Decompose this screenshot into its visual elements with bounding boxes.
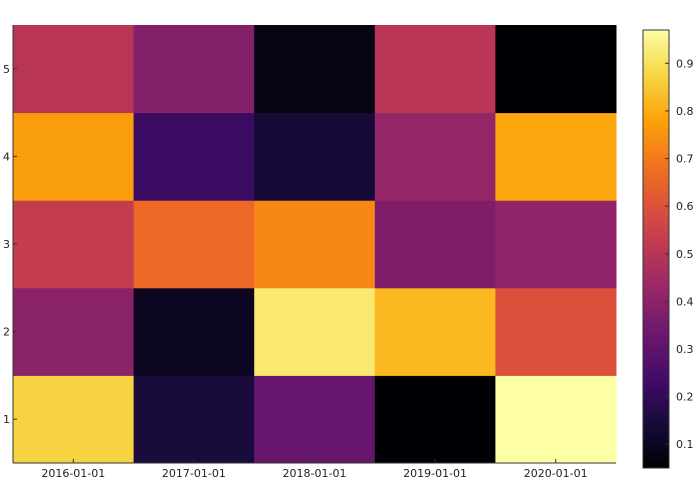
colorbar: 0.1 0.2 0.3 0.4 0.5 0.6 0.7 0.8 0.9 bbox=[642, 29, 694, 469]
x-tick-label: 2018-01-01 bbox=[283, 467, 347, 480]
heatmap-cell-1-3 bbox=[254, 375, 376, 464]
heatmap-cell-3-4 bbox=[374, 200, 496, 289]
y-tick-label: 4 bbox=[3, 150, 10, 163]
heatmap-cell-3-2 bbox=[133, 200, 255, 289]
colorbar-tick-label: 0.5 bbox=[676, 248, 694, 261]
heatmap-cell-2-5 bbox=[495, 287, 617, 376]
x-tick-label: 2017-01-01 bbox=[162, 467, 226, 480]
heatmap-cell-5-1 bbox=[13, 25, 135, 114]
heatmap-cell-5-3 bbox=[254, 25, 376, 114]
heatmap-cell-2-1 bbox=[13, 287, 135, 376]
heatmap-cell-2-3 bbox=[254, 287, 376, 376]
colorbar-tick-label: 0.2 bbox=[676, 391, 694, 404]
colorbar-tick-label: 0.3 bbox=[676, 343, 694, 356]
x-tick-label: 2016-01-01 bbox=[41, 467, 105, 480]
colorbar-tick-label: 0.1 bbox=[676, 438, 694, 451]
x-tick-label: 2019-01-01 bbox=[403, 467, 467, 480]
heatmap-cell-1-1 bbox=[13, 375, 135, 464]
heatmap-cell-5-4 bbox=[374, 25, 496, 114]
heatmap-cell-2-4 bbox=[374, 287, 496, 376]
colorbar-tick-label: 0.7 bbox=[676, 153, 694, 166]
heatmap-cell-3-3 bbox=[254, 200, 376, 289]
heatmap-cell-3-1 bbox=[13, 200, 135, 289]
colorbar-tick-label: 0.8 bbox=[676, 105, 694, 118]
heatmap-cell-5-2 bbox=[133, 25, 255, 114]
heatmap-cell-2-2 bbox=[133, 287, 255, 376]
y-tick-label: 1 bbox=[3, 413, 10, 426]
heatmap-cell-4-1 bbox=[13, 112, 135, 201]
heatmap-cell-1-4 bbox=[374, 375, 496, 464]
heatmap-cell-5-5 bbox=[495, 25, 617, 114]
colorbar-tick-label: 0.4 bbox=[676, 295, 694, 308]
heatmap-cell-4-5 bbox=[495, 112, 617, 201]
colorbar-tick-label: 0.6 bbox=[676, 200, 694, 213]
colorbar-gradient bbox=[642, 29, 670, 469]
x-tick-label: 2020-01-01 bbox=[524, 467, 588, 480]
heatmap-cell-4-2 bbox=[133, 112, 255, 201]
heatmap-cell-4-4 bbox=[374, 112, 496, 201]
y-tick-label: 2 bbox=[3, 326, 10, 339]
colorbar-tick-label: 0.9 bbox=[676, 57, 694, 70]
heatmap-cell-4-3 bbox=[254, 112, 376, 201]
heatmap-cell-3-5 bbox=[495, 200, 617, 289]
heatmap-cells bbox=[13, 25, 617, 464]
x-axis-ticks: 2016-01-01 2017-01-01 2018-01-01 2019-01-01… bbox=[41, 459, 588, 480]
heatmap-cell-1-2 bbox=[133, 375, 255, 464]
y-tick-label: 5 bbox=[3, 63, 10, 76]
y-tick-label: 3 bbox=[3, 238, 10, 251]
heatmap-cell-1-5 bbox=[495, 375, 617, 464]
y-axis-ticks: 1 2 3 4 5 bbox=[3, 63, 17, 426]
